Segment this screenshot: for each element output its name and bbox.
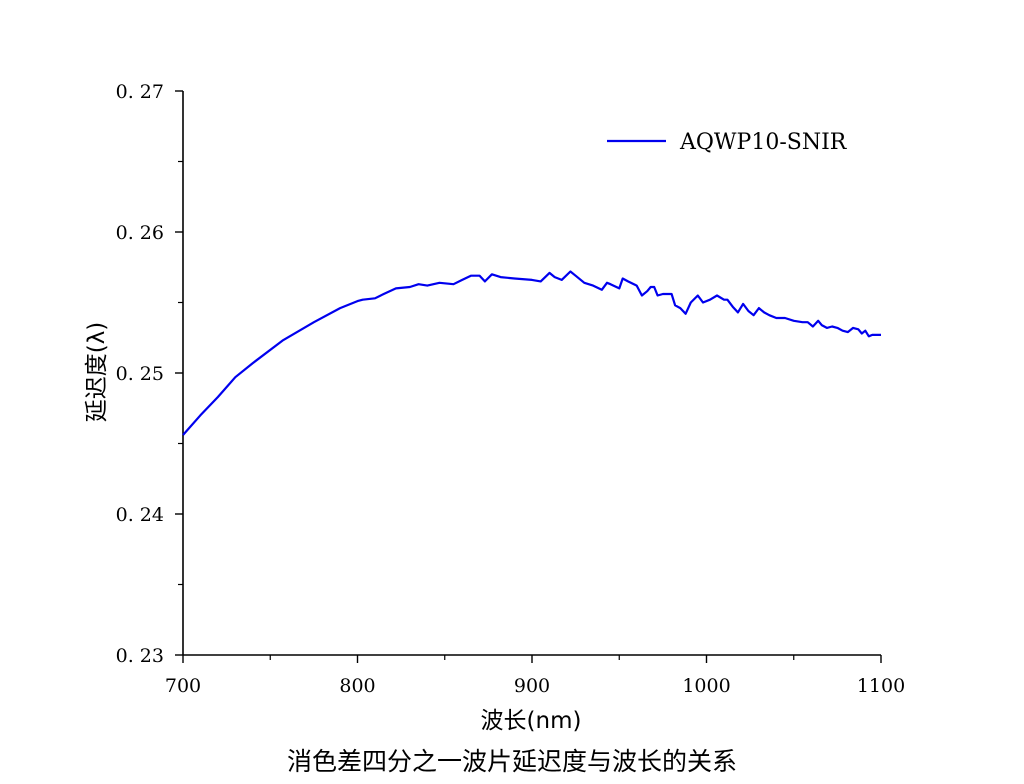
y-axis-title: 延迟度(λ) xyxy=(84,322,110,423)
x-axis-title: 波长(nm) xyxy=(481,708,582,734)
legend: AQWP10-SNIR xyxy=(607,130,848,155)
tick-labels: 700 800 900 1000 1100 0. 23 0. 24 0. 25 0. 26 0. … xyxy=(116,81,906,697)
y-tick-label: 0. 27 xyxy=(116,81,164,103)
x-tick-label: 800 xyxy=(339,675,375,697)
x-tick-label: 700 xyxy=(165,675,201,697)
x-tick-label: 1000 xyxy=(682,675,730,697)
ticks xyxy=(175,90,882,663)
y-tick-label: 0. 23 xyxy=(116,645,164,667)
x-tick-label: 900 xyxy=(514,675,550,697)
y-tick-label: 0. 26 xyxy=(116,222,164,244)
x-tick-label: 1100 xyxy=(857,675,905,697)
axes xyxy=(182,91,881,656)
y-tick-label: 0. 24 xyxy=(116,504,164,526)
series-line xyxy=(182,270,881,436)
y-tick-label: 0. 25 xyxy=(116,363,164,385)
series-layer xyxy=(182,270,881,436)
figure-caption: 消色差四分之一波片延迟度与波长的关系 xyxy=(286,747,737,776)
legend-label: AQWP10-SNIR xyxy=(679,130,848,155)
